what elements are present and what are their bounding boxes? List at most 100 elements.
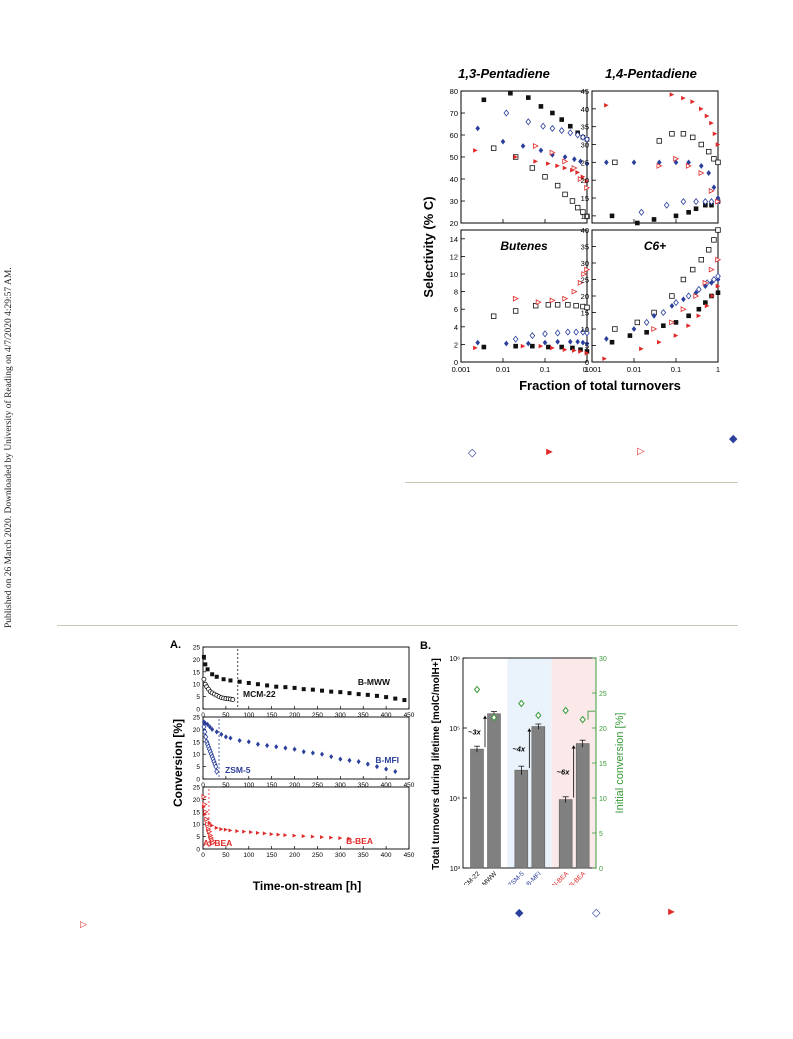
data-point — [529, 332, 536, 340]
data-point — [540, 122, 546, 130]
data-point — [518, 699, 525, 708]
data-point — [512, 295, 519, 302]
data-point — [635, 220, 640, 226]
caption-marker: ► — [544, 446, 555, 458]
data-point — [669, 293, 675, 299]
x-tick-label: 200 — [289, 712, 300, 719]
data-point — [210, 823, 215, 828]
data-point — [292, 833, 297, 838]
data-point — [578, 158, 583, 165]
x-tick-label: 0 — [201, 852, 205, 859]
data-point — [669, 319, 676, 326]
data-point — [320, 751, 325, 757]
data-point — [555, 163, 560, 169]
data-point — [639, 346, 644, 352]
data-point — [715, 227, 721, 233]
data-point — [520, 143, 526, 149]
data-point — [702, 198, 709, 206]
y-tick-label: 10 — [450, 270, 458, 279]
data-point — [584, 266, 591, 273]
data-point — [504, 340, 509, 347]
data-point — [584, 213, 590, 220]
data-point — [550, 345, 555, 351]
category-label: Al-BEA — [550, 870, 570, 885]
y-tick-label: 4 — [454, 323, 458, 332]
data-point — [571, 165, 578, 171]
data-point — [301, 687, 306, 692]
data-point — [709, 120, 714, 126]
series-label: ZSM-5 — [225, 765, 251, 775]
y-tick-label: 40 — [450, 175, 458, 184]
x-tick-label: 0.001 — [583, 365, 602, 374]
y-tick-label: 15 — [193, 739, 201, 746]
y-tick-label: 0 — [585, 358, 589, 367]
data-point — [708, 187, 715, 194]
plot-frame — [591, 90, 719, 224]
y-tick-label: 15 — [193, 669, 201, 676]
data-point — [347, 836, 352, 841]
data-point — [604, 336, 609, 342]
x-tick-label: 200 — [289, 852, 300, 859]
data-point — [475, 125, 481, 132]
selectivity-figure: 1,3-Pentadiene 1,4-Pentadiene Selectivit… — [421, 66, 722, 393]
panel-title-14-pentadiene: 1,4-Pentadiene — [605, 66, 697, 81]
data-point — [500, 138, 506, 145]
data-point — [530, 343, 535, 349]
data-point — [535, 299, 542, 306]
data-point — [572, 348, 577, 353]
data-point — [704, 113, 710, 119]
data-point — [246, 739, 251, 745]
data-point — [269, 832, 274, 837]
data-point — [711, 184, 717, 191]
data-point — [473, 685, 481, 694]
x-tick-label: 450 — [404, 782, 415, 789]
data-point — [577, 279, 584, 286]
data-point — [698, 163, 704, 169]
y-tick-label: 8 — [454, 288, 458, 297]
data-point — [210, 840, 216, 846]
data-point — [559, 117, 565, 122]
data-point — [571, 288, 578, 295]
panel-title: Butenes — [500, 239, 548, 253]
y2-tick-label: 15 — [599, 761, 607, 768]
y2-tick-label: 5 — [599, 831, 603, 838]
data-point — [673, 155, 680, 162]
data-point — [204, 816, 210, 822]
x-tick-label: 400 — [381, 782, 392, 789]
category-label: B-MFI — [525, 870, 543, 885]
y-tick-label: 20 — [581, 292, 589, 301]
plot-frame — [202, 716, 410, 780]
data-point — [715, 159, 721, 166]
data-point — [329, 689, 334, 694]
y-tick-label: 10 — [193, 822, 201, 829]
data-point — [202, 801, 208, 808]
data-point — [393, 768, 398, 775]
data-point — [473, 148, 478, 153]
x-tick-label: 450 — [404, 712, 415, 719]
data-point — [572, 156, 577, 163]
data-point — [550, 110, 555, 116]
bar — [470, 748, 484, 869]
data-point — [643, 318, 650, 326]
turnover-x-label: Fraction of total turnovers — [519, 378, 681, 393]
data-point — [577, 176, 584, 182]
data-point — [584, 349, 590, 354]
data-point — [711, 275, 717, 284]
data-point — [205, 721, 210, 728]
data-point — [574, 204, 581, 211]
data-point — [575, 338, 580, 345]
y-tick-label: 5 — [585, 342, 589, 351]
data-point — [503, 109, 510, 117]
data-point — [710, 293, 716, 299]
data-point — [338, 836, 343, 841]
data-point — [562, 706, 569, 715]
data-point — [578, 347, 583, 352]
data-point — [584, 329, 590, 337]
data-point — [651, 326, 658, 332]
data-point — [549, 149, 556, 156]
data-point — [542, 339, 548, 346]
y-tick-label: 0 — [454, 358, 458, 367]
data-point — [356, 692, 361, 697]
y-tick-label: 30 — [581, 259, 589, 268]
